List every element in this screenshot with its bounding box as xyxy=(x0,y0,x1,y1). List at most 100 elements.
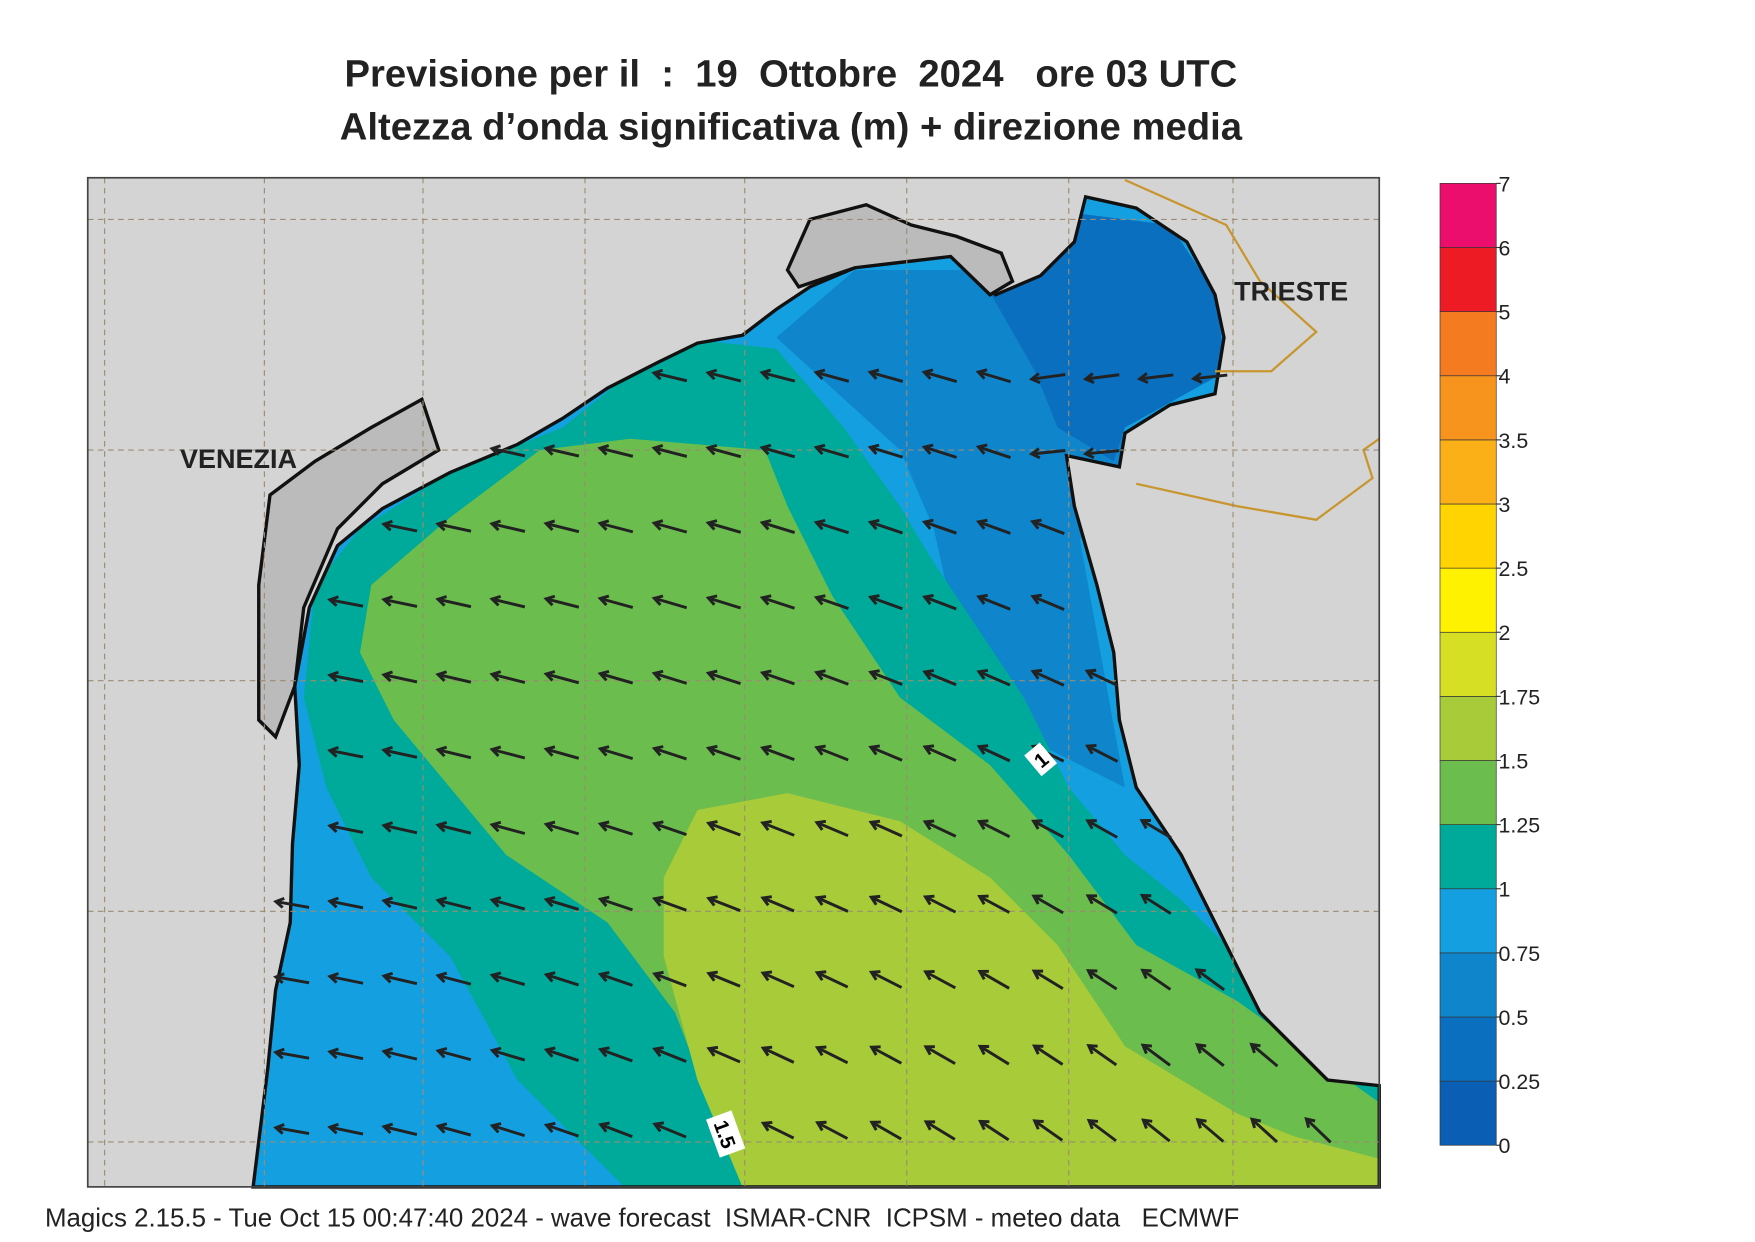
arrow xyxy=(327,972,364,985)
arrow xyxy=(435,1122,472,1137)
arrow xyxy=(1085,969,1118,991)
colorbar-segment xyxy=(1439,439,1497,505)
arrow xyxy=(381,595,418,608)
arrow xyxy=(759,519,796,534)
arrow xyxy=(327,1047,364,1061)
arrow xyxy=(976,593,1011,611)
colorbar-label: 2 xyxy=(1499,621,1511,645)
arrow xyxy=(489,519,526,533)
arrow xyxy=(1030,518,1065,535)
arrow xyxy=(327,821,364,834)
lagoon xyxy=(785,202,1015,297)
arrow xyxy=(651,895,687,912)
arrow xyxy=(813,594,849,610)
arrow xyxy=(489,1122,526,1137)
lagoon xyxy=(257,396,441,740)
arrow xyxy=(1140,1043,1171,1067)
arrow xyxy=(921,368,958,383)
arrow xyxy=(922,894,957,914)
arrow xyxy=(814,1045,849,1065)
arrow xyxy=(327,670,364,684)
arrow xyxy=(868,819,903,838)
arrow xyxy=(759,594,795,610)
title-line: Altezza d’onda significativa (m) + direz… xyxy=(340,106,1243,149)
arrow xyxy=(1084,668,1119,687)
arrows xyxy=(273,368,1332,1144)
arrow xyxy=(868,744,903,762)
arrow xyxy=(867,368,904,383)
arrow xyxy=(921,443,958,459)
colorbar-label: 2.5 xyxy=(1499,557,1529,581)
colorbar-segment xyxy=(1439,696,1497,761)
arrow xyxy=(1195,1117,1225,1143)
arrow xyxy=(597,971,633,987)
colorbar-segment xyxy=(1439,1016,1497,1082)
arrow xyxy=(759,669,795,686)
arrow xyxy=(759,368,796,383)
arrow xyxy=(922,669,957,687)
arrow xyxy=(381,1122,418,1137)
arrow xyxy=(813,368,850,383)
arrow xyxy=(381,670,418,684)
label-box xyxy=(1024,742,1058,777)
colorbar-label: 1 xyxy=(1499,878,1511,902)
arrow xyxy=(975,443,1011,459)
arrow xyxy=(489,745,526,760)
colorbar-segment xyxy=(1439,631,1497,697)
arrow xyxy=(651,368,688,383)
arrow xyxy=(435,519,472,533)
arrow xyxy=(815,1120,849,1140)
arrow xyxy=(1140,968,1172,991)
arrow xyxy=(1082,447,1120,460)
arrow xyxy=(1304,1116,1332,1144)
arrow xyxy=(652,1046,687,1063)
arrow xyxy=(976,819,1011,838)
arrow xyxy=(381,896,418,910)
arrow xyxy=(435,896,472,911)
arrow xyxy=(759,443,796,459)
arrow xyxy=(922,593,957,611)
arrow xyxy=(543,971,580,987)
arrow xyxy=(868,669,903,686)
colorbar-label: 1.5 xyxy=(1499,749,1529,773)
map-frame xyxy=(86,176,1381,1188)
arrow xyxy=(922,819,957,838)
arrow xyxy=(543,1121,579,1138)
arrow xyxy=(977,1044,1010,1066)
arrow xyxy=(543,670,580,685)
colorbar-segment xyxy=(1439,888,1497,954)
arrow xyxy=(489,1046,526,1062)
arrow xyxy=(381,519,418,533)
arrow xyxy=(435,1046,472,1062)
colorbar-label: 6 xyxy=(1499,236,1511,260)
colorbar-segment xyxy=(1439,311,1497,377)
arrow xyxy=(867,443,904,459)
colorbar: 0 0.25 0.5 0.75 1 1.25 1.5 1.75 2 2.5 3 3.5 4 5 6 7 xyxy=(1439,172,1540,1158)
arrow xyxy=(975,518,1011,535)
arrow xyxy=(705,443,742,459)
arrow xyxy=(1249,1042,1279,1068)
arrow xyxy=(869,1120,902,1141)
arrow xyxy=(867,518,903,535)
arrow xyxy=(435,821,472,835)
arrow xyxy=(381,971,418,986)
arrow xyxy=(814,744,849,762)
arrow xyxy=(1030,593,1065,611)
colorbar-segment xyxy=(1439,1080,1497,1146)
arrow xyxy=(435,670,472,684)
colorbar-segment xyxy=(1439,183,1497,248)
arrow xyxy=(705,669,741,686)
arrow xyxy=(597,594,634,609)
arrow xyxy=(1141,1118,1171,1143)
arrow xyxy=(543,519,580,534)
arrow xyxy=(976,669,1011,687)
arrow xyxy=(977,894,1011,914)
arrow xyxy=(489,971,526,986)
arrow xyxy=(597,895,633,912)
arrow xyxy=(381,1047,418,1061)
arrow xyxy=(1194,968,1226,991)
colorbar-label: 3 xyxy=(1499,493,1511,517)
arrow xyxy=(868,894,903,914)
band xyxy=(360,438,1380,1187)
